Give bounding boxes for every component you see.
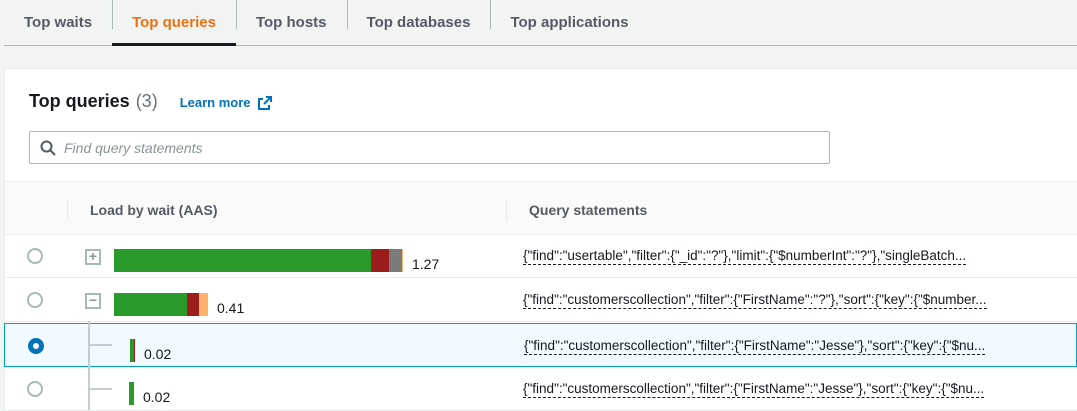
load-value: 0.02 [144, 346, 172, 362]
row-radio[interactable] [27, 292, 43, 308]
query-statement[interactable]: {"find":"customerscollection","filter":{… [523, 381, 985, 398]
load-segment [187, 293, 199, 316]
load-segment [114, 293, 187, 316]
tab-top-waits[interactable]: Top waits [24, 14, 93, 31]
tab-top-databases[interactable]: Top databases [346, 0, 491, 45]
row-radio[interactable] [27, 381, 43, 397]
query-statement[interactable]: {"find":"usertable","filter":{"_id":"?"}… [523, 248, 967, 265]
load-segment [129, 382, 134, 405]
expand-icon[interactable]: + [85, 249, 101, 265]
load-segment [402, 249, 403, 272]
load-segment [389, 249, 402, 272]
tree-branch [88, 344, 112, 346]
load-value: 1.27 [412, 256, 440, 272]
tree-branch [88, 388, 112, 390]
search-field[interactable] [29, 131, 830, 164]
learn-more-label: Learn more [179, 95, 251, 110]
row-radio[interactable] [27, 248, 43, 264]
search-icon [40, 140, 56, 156]
load-segment [371, 249, 389, 272]
table-row[interactable]: 0.02 {"find":"customerscollection","filte… [4, 367, 1077, 411]
load-segment [199, 293, 208, 316]
collapse-icon[interactable]: − [85, 293, 101, 309]
load-bar [129, 382, 134, 405]
load-bar [114, 249, 403, 272]
load-value: 0.02 [143, 389, 171, 405]
panel-header: Top queries (3) Learn more [29, 91, 273, 112]
search-input[interactable] [64, 139, 764, 156]
load-bar [130, 339, 135, 362]
table-header: Load by wait (AAS) Query statements [5, 181, 1077, 235]
load-segment [134, 339, 135, 362]
tab-top-hosts[interactable]: Top hosts [235, 0, 347, 45]
tab-top-applications[interactable]: Top applications [490, 0, 648, 45]
tree-line [88, 321, 90, 410]
external-link-icon [257, 95, 272, 110]
load-segment [114, 249, 371, 272]
table-row[interactable]: − 0.41 {"find":"customerscollection","filt… [4, 278, 1077, 322]
load-segment [130, 339, 134, 362]
load-bar [114, 293, 208, 316]
table-row[interactable]: +1.27 {"find":"usertable","filter":{"_id"… [4, 234, 1077, 278]
query-count: (3) [135, 91, 158, 111]
row-radio[interactable] [28, 338, 44, 354]
load-value: 0.41 [217, 300, 245, 316]
column-header-query[interactable]: Query statements [506, 199, 647, 221]
column-header-load[interactable]: Load by wait (AAS) [67, 199, 218, 221]
learn-more-link[interactable]: Learn more [180, 95, 273, 111]
tab-top-queries[interactable]: Top queries [112, 0, 236, 46]
tab-bar: Top waits Top queries Top hosts Top data… [4, 0, 1077, 46]
query-statement[interactable]: {"find":"customerscollection","filter":{… [524, 338, 986, 355]
panel-title: Top queries [29, 91, 130, 111]
table-row[interactable]: 0.02 {"find":"customerscollection","filte… [4, 323, 1077, 367]
query-statement[interactable]: {"find":"customerscollection","filter":{… [523, 292, 987, 309]
